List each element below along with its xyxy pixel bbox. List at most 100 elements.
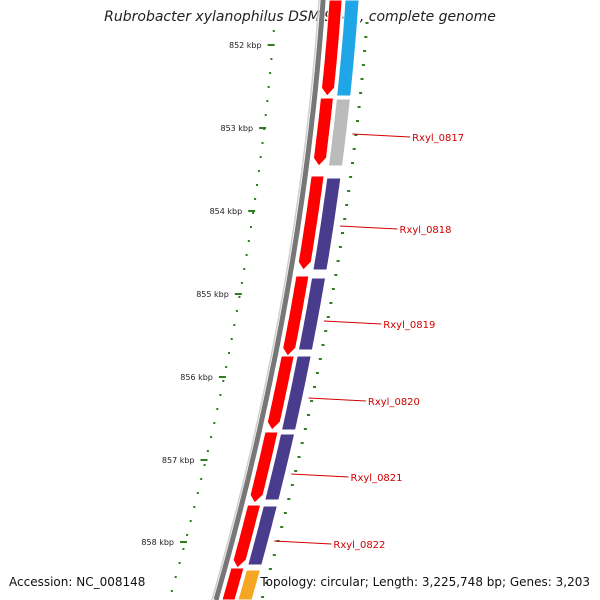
kbp-tick-mark [218,376,226,378]
gene-leader-line [291,473,349,478]
kbp-tick-label: 857 kbp [162,456,195,465]
gene-label: Rxyl_0819 [383,320,435,331]
genome-backbone [213,0,326,600]
cds-arrow-8 [221,567,245,600]
outer-tick [356,120,359,122]
accession-label: Accession: NC_008148 [9,575,146,589]
gene-block-4 [297,277,327,351]
scale-dot [245,254,248,256]
scale-dot [240,282,243,284]
outer-tick [360,78,364,80]
scale-dot [257,170,260,172]
scale-dot [193,506,196,508]
cds-arrow-1 [320,0,343,97]
outer-tick [343,218,347,220]
gene-label: Rxyl_0821 [351,473,403,484]
scale-dot [272,30,275,32]
scale-dot [210,436,213,438]
scale-dot [235,310,238,312]
gene-block-6 [264,433,296,501]
outer-tick [321,344,325,346]
scale-dot [233,324,236,326]
gene-label: Rxyl_0818 [400,225,452,236]
outer-tick [313,386,316,388]
outer-tick [318,358,322,360]
scale-dot [174,576,177,578]
outer-tick [347,190,351,192]
scale-dot [222,380,225,382]
scale-dot [238,296,241,298]
outer-tick [349,176,353,178]
kbp-tick-label: 853 kbp [220,124,253,133]
gene-leader-line [352,133,411,138]
scale-dot [228,352,230,354]
scale-dot [254,198,257,200]
outer-tick [324,330,328,332]
scale-dot [261,142,264,144]
kbp-tick-label: 852 kbp [229,41,262,50]
outer-tick [363,50,367,52]
gene-block-2 [327,98,351,167]
gene-block-7 [247,505,278,566]
outer-tick [283,512,287,514]
scale-dot [170,590,173,592]
gene-leader-line [339,225,398,230]
gene-leader-line [323,320,382,325]
gene-leader-line [274,540,332,545]
cds-arrow-5 [266,355,295,431]
scale-dot [178,562,181,564]
scale-dot [264,114,267,116]
scale-dot [252,212,255,214]
outer-tick [307,414,310,416]
gene-leader-line [308,397,366,402]
scale-dot [243,268,246,270]
scale-dot [182,548,185,550]
scale-dot [200,478,203,480]
outer-tick [357,106,361,108]
outer-tick [290,484,294,486]
outer-tick [280,526,284,528]
kbp-tick-mark [234,293,242,295]
outer-tick [287,498,291,500]
outer-tick [310,400,314,402]
scale-dot [270,58,273,60]
outer-tick [261,596,265,598]
kbp-tick-mark [259,127,267,129]
scale-dot [259,156,262,158]
scale-dot [230,338,233,340]
gene-label: Rxyl_0817 [412,133,464,144]
scale-dot [250,226,252,228]
outer-tick [359,92,363,94]
scale-dot [269,72,272,74]
scale-dot [216,408,219,410]
outer-tick [365,22,369,24]
kbp-tick-label: 856 kbp [180,373,213,382]
outer-tick [326,316,330,318]
scale-dot [206,450,209,452]
genome-title: Rubrobacter xylanophilus DSM 9941, compl… [104,9,496,25]
outer-tick [268,568,272,570]
scale-dot [256,184,258,186]
outer-tick [297,456,301,458]
gene-block-8 [237,569,262,600]
scale-dot [196,492,199,494]
outer-tick [303,428,307,430]
kbp-tick-label: 858 kbp [141,538,174,547]
kbp-tick-label: 854 kbp [210,207,243,216]
gene-block-3 [312,177,342,271]
gene-label: Rxyl_0820 [368,397,420,408]
scale-dot [189,520,192,522]
outer-tick [354,134,358,136]
outer-tick [336,260,340,262]
kbp-tick-mark [248,210,256,212]
outer-tick [294,470,298,472]
kbp-tick-mark [267,44,275,46]
outer-tick [352,148,356,150]
cds-arrow-6 [249,431,279,504]
topology-label: Topology: circular; Length: 3,225,748 bp… [260,575,590,589]
scale-dot [247,240,250,242]
cds-arrow-3 [297,175,325,271]
outer-tick [334,274,338,276]
genome-backbone-shadow [211,0,320,600]
